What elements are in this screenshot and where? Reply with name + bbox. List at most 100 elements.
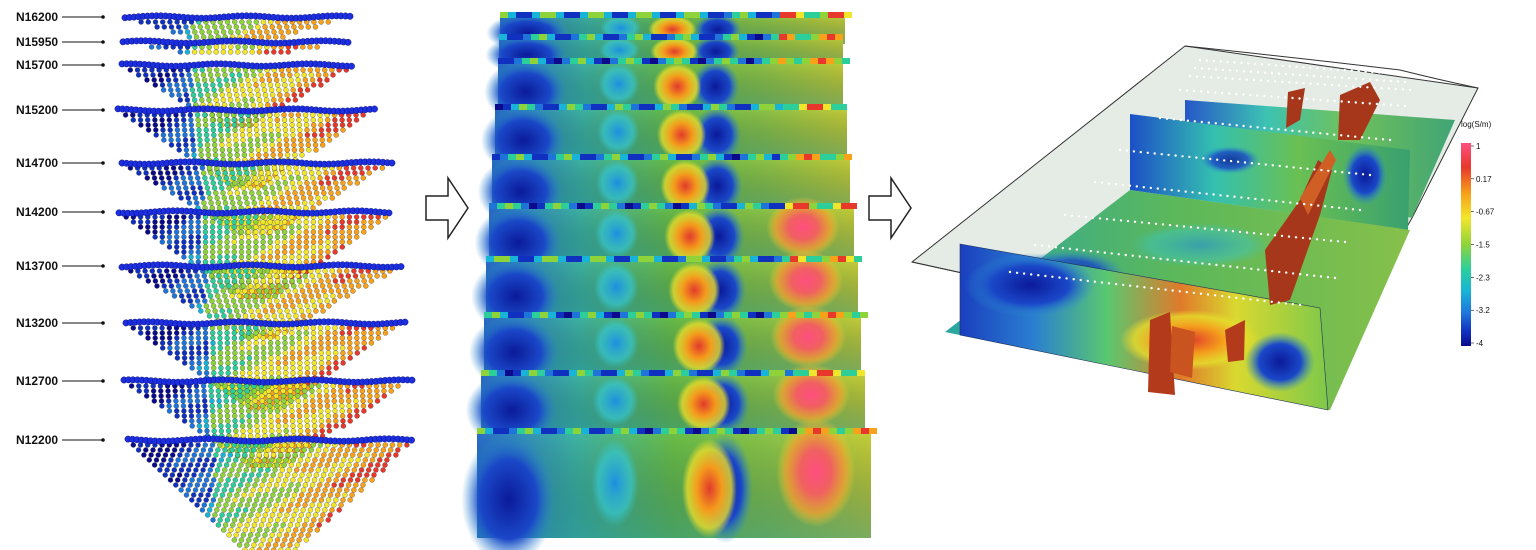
- data-point: [130, 325, 136, 331]
- data-point: [178, 268, 184, 274]
- data-point: [212, 512, 218, 518]
- data-point: [325, 335, 331, 341]
- data-point: [314, 288, 320, 294]
- data-point: [275, 517, 281, 523]
- data-point: [260, 330, 266, 336]
- data-point: [189, 87, 196, 93]
- data-point: [299, 492, 305, 498]
- data-point: [237, 388, 243, 394]
- electrode-dot: [1195, 156, 1198, 159]
- data-point: [189, 423, 195, 429]
- data-point: [222, 383, 228, 389]
- data-point: [152, 224, 158, 230]
- data-point: [200, 383, 207, 389]
- data-point: [224, 408, 230, 414]
- inversion-slice: [461, 417, 877, 550]
- data-point: [291, 532, 297, 538]
- data-point: [223, 298, 230, 304]
- electrode-dot: [1256, 94, 1259, 97]
- data-point: [280, 200, 286, 206]
- data-point: [210, 413, 216, 419]
- data-point: [358, 268, 364, 274]
- data-point: [302, 522, 308, 528]
- data-point: [267, 330, 273, 336]
- data-point: [221, 67, 227, 73]
- electrode-dot: [1281, 80, 1284, 84]
- data-point: [210, 418, 217, 424]
- electrode-dot: [1205, 192, 1208, 195]
- data-point: [293, 527, 299, 533]
- electrode-dot: [1203, 75, 1206, 79]
- data-point: [203, 345, 209, 351]
- data-point: [312, 283, 319, 289]
- data-point: [178, 165, 184, 171]
- data-point: [320, 472, 327, 478]
- data-point: [315, 467, 321, 473]
- data-point: [238, 335, 245, 341]
- data-point: [182, 132, 188, 138]
- electrode-dot: [1316, 82, 1319, 86]
- data-point: [341, 283, 347, 289]
- data-point: [153, 457, 160, 463]
- data-point: [242, 452, 248, 458]
- electrode-dot: [1378, 71, 1381, 74]
- data-point: [221, 487, 227, 493]
- data-point: [404, 442, 410, 448]
- data-point: [282, 408, 288, 414]
- data-point: [238, 403, 244, 409]
- electrode-dot: [1221, 91, 1224, 95]
- data-point: [247, 283, 254, 289]
- data-point: [284, 472, 291, 478]
- data-point: [263, 472, 269, 478]
- data-point: [183, 492, 190, 498]
- data-point: [238, 398, 244, 404]
- data-point: [354, 413, 360, 419]
- data-point: [257, 165, 263, 171]
- data-point: [278, 313, 285, 319]
- data-point: [286, 507, 292, 513]
- data-point: [332, 117, 338, 123]
- data-point: [362, 457, 368, 463]
- data-point: [164, 268, 170, 274]
- data-point: [316, 200, 322, 206]
- data-point: [266, 522, 272, 528]
- data-point: [358, 165, 364, 171]
- data-point: [303, 254, 309, 260]
- data-point: [195, 254, 201, 260]
- arrow-right-icon: [425, 175, 469, 241]
- data-point: [296, 254, 302, 260]
- data-point: [232, 418, 238, 424]
- data-point: [272, 487, 278, 493]
- data-point: [354, 340, 360, 346]
- electrode-dot: [1249, 93, 1252, 97]
- data-point: [320, 142, 326, 148]
- data-point: [312, 24, 319, 30]
- data-point: [271, 97, 277, 103]
- data-point: [166, 403, 172, 409]
- electrode-dot: [1361, 173, 1365, 176]
- data-point: [289, 335, 295, 341]
- data-point: [198, 472, 204, 478]
- data-point: [281, 398, 287, 404]
- data-point: [340, 418, 346, 424]
- data-point: [375, 335, 382, 341]
- data-point: [295, 482, 301, 488]
- electrode-dot: [1008, 270, 1012, 274]
- data-point: [333, 132, 339, 138]
- data-point: [363, 283, 369, 289]
- electrode: [385, 209, 393, 217]
- data-point: [330, 447, 336, 453]
- data-point: [134, 67, 141, 73]
- electrode-dot: [1289, 201, 1292, 204]
- data-point: [217, 180, 224, 186]
- data-point: [259, 482, 265, 488]
- data-point: [175, 185, 182, 191]
- data-point: [222, 72, 228, 78]
- data-point: [310, 117, 316, 123]
- data-point: [339, 330, 345, 336]
- electrode-dot: [1091, 216, 1095, 219]
- data-point: [157, 170, 164, 176]
- data-point: [166, 408, 173, 414]
- data-point: [191, 452, 197, 458]
- data-point: [332, 229, 338, 235]
